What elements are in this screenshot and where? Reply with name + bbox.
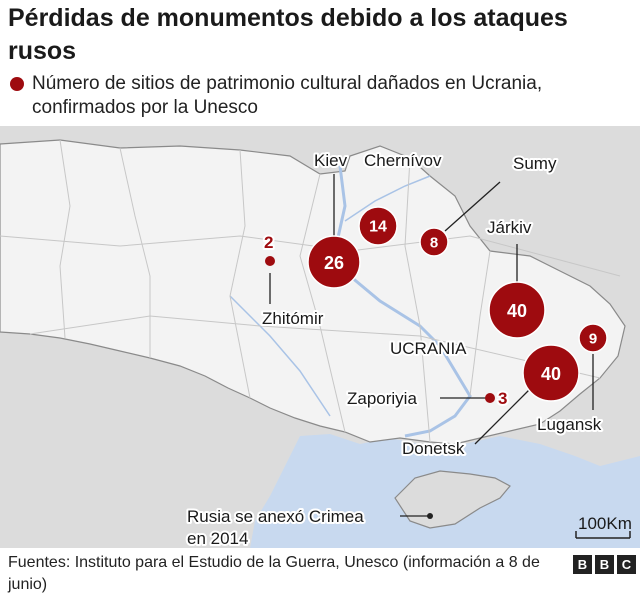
scale-bar: 100Km [575, 514, 632, 539]
legend-text: Número de sitios de patrimonio cultural … [32, 73, 543, 118]
site-bubble [307, 235, 361, 289]
site-count: 9 [589, 331, 597, 348]
leader-lines [269, 174, 594, 517]
site-count: 8 [430, 235, 438, 252]
site-count: 2 [264, 233, 273, 252]
bbc-logo-letter: B [573, 555, 592, 574]
crimea-marker [427, 513, 433, 519]
country-label: UCRANIA [390, 339, 467, 358]
site-bubble [419, 227, 449, 257]
site-bubble [358, 206, 398, 246]
site-label: Zaporiyia [347, 389, 417, 408]
site-bubble [522, 344, 580, 402]
source-note: Fuentes: Instituto para el Estudio de la… [8, 554, 540, 593]
site-count: 40 [541, 364, 561, 384]
bbc-logo: B B C [573, 555, 636, 574]
site-chernivov: 14 Chernívov [358, 149, 444, 246]
site-bubble [578, 323, 608, 353]
page-title: Pérdidas de monumentos debido a los ataq… [8, 4, 568, 65]
site-zaporiyia: 3 Zaporiyia [345, 387, 509, 410]
site-label: Chernívov [364, 151, 442, 170]
bbc-logo-letter: C [617, 555, 636, 574]
crimea-note: Rusia se anexó Crimea en 2014 [187, 507, 368, 548]
southern-bug-river [229, 295, 331, 417]
site-label: Lugansk [537, 415, 602, 434]
legend-dot-icon [10, 77, 24, 91]
site-count: 3 [498, 389, 507, 408]
site-donetsk: 40 Donetsk [400, 344, 580, 460]
desna-river [344, 175, 431, 222]
ukraine-land [0, 139, 626, 445]
site-bubble [265, 256, 275, 266]
site-label: Kiev [314, 151, 348, 170]
region-borders [0, 139, 621, 443]
site-sumy: 8 Sumy [419, 152, 559, 257]
scale-label: 100Km [578, 514, 632, 533]
site-count: 14 [369, 219, 387, 236]
site-kiev: 26 Kiev [307, 149, 361, 289]
site-zhitomir: 2 Zhitómir [260, 231, 326, 330]
site-label: Sumy [513, 154, 557, 173]
site-label: Zhitómir [262, 309, 324, 328]
site-count: 40 [507, 301, 527, 321]
site-jarkiv: 40 Járkiv [485, 216, 546, 339]
ukraine-map: 100Km UCRANIA 26 Kiev 14 Chernívov [0, 126, 640, 548]
site-label: Donetsk [402, 439, 465, 458]
site-label: Járkiv [487, 218, 532, 237]
site-bubble [488, 281, 546, 339]
crimea [394, 470, 511, 529]
site-count: 26 [324, 253, 344, 273]
site-bubble [485, 393, 495, 403]
site-lugansk: 9 Lugansk [535, 323, 608, 436]
azov-sea [470, 446, 575, 478]
bbc-logo-letter: B [595, 555, 614, 574]
